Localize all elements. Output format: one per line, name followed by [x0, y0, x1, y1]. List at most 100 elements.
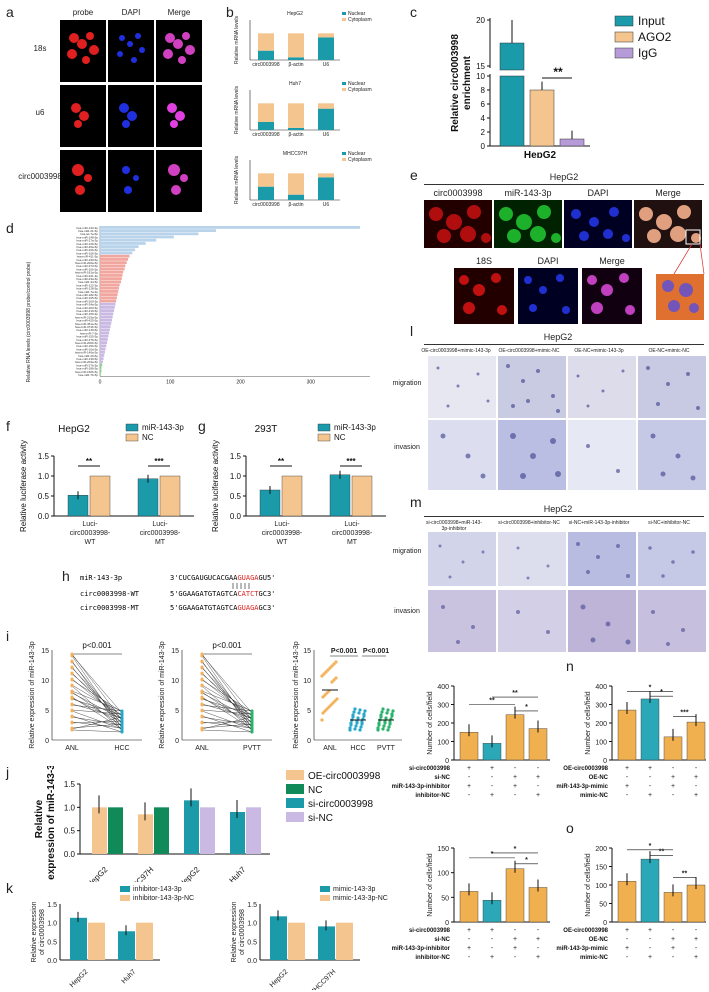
b-legend-swatch — [342, 12, 346, 15]
cnt-ytick-label: 50 — [599, 902, 607, 909]
lc-bar — [137, 478, 159, 517]
b-bar — [318, 33, 334, 38]
cnt-ytick-label: 200 — [595, 846, 607, 853]
d-bar — [100, 293, 118, 296]
seq-3c: GC3' — [259, 604, 276, 612]
d-label: hsa-miR-34-5p — [78, 280, 98, 284]
grid-mark: - — [468, 792, 471, 799]
j-legend-swatch — [286, 798, 304, 808]
grid-mark: - — [649, 783, 652, 790]
grid-mark: - — [514, 927, 517, 934]
cnt-ylabel: Number of cells/field — [427, 691, 434, 755]
i3-ytick: 5 — [307, 708, 311, 715]
grid-mark: + — [648, 765, 652, 772]
k-xtick: Huh7 — [121, 968, 138, 985]
c-ylabel: Relative circ0003998 — [450, 34, 461, 132]
grid-row-label: OE-circ0003998 — [563, 928, 608, 934]
col-label-probe: probe — [72, 8, 94, 17]
i3-xtick: HCC — [350, 745, 365, 752]
cnt-ytick-label: 400 — [595, 684, 607, 691]
l-row-migration: migration — [392, 380, 422, 387]
panel-label-j: j — [6, 764, 10, 780]
k-ytick: 1.5 — [247, 902, 257, 909]
grid-mark: + — [536, 954, 540, 961]
j-bar — [108, 807, 123, 854]
b-bar — [258, 33, 274, 51]
grid-row-label: si-NC — [434, 937, 450, 943]
i-pair-line — [201, 729, 253, 733]
grid-row-label: mimic-NC — [580, 955, 609, 961]
cnt-ytick-label: 0 — [445, 920, 449, 927]
b-xtick: circ0003998 — [252, 202, 279, 208]
d-label: hsa-miR-10a-5p — [76, 347, 98, 351]
d-label: hsa-miR-149-5p — [76, 328, 98, 332]
c-ytick-label: 6 — [481, 100, 486, 109]
c-ylabel-2: enrichment — [462, 55, 473, 110]
d-bar — [100, 270, 124, 274]
e-col-dapi2: DAPI — [537, 256, 559, 266]
panel-label-k: k — [6, 880, 13, 896]
i-pair-line — [201, 697, 253, 723]
cnt-bar — [640, 858, 660, 923]
c-ytick-label: 2 — [481, 128, 486, 137]
lc-sig: *** — [346, 457, 356, 466]
grid-mark: - — [672, 927, 675, 934]
b-legend-swatch — [342, 82, 346, 85]
i3-point — [387, 725, 391, 729]
seq-2b: CATCT — [237, 590, 259, 598]
i-point — [250, 709, 254, 713]
i3-point — [356, 716, 360, 720]
lc-ytick-label: 0.0 — [38, 512, 50, 521]
i-point — [120, 722, 124, 726]
i-pair-line — [201, 720, 253, 724]
d-bar — [100, 370, 102, 373]
d-bar — [100, 264, 126, 268]
i-pair-line — [71, 720, 123, 724]
d-bar — [100, 334, 109, 338]
i3-point — [348, 726, 352, 730]
i-point — [200, 695, 204, 699]
b-bar — [258, 122, 274, 130]
c-legend-swatch — [614, 31, 634, 43]
d-bar — [100, 280, 122, 284]
lc-ytick-label: 1.5 — [230, 452, 242, 461]
grid-mark: - — [695, 927, 698, 934]
d-bar — [100, 331, 110, 335]
m-col-1: si-circ0003998+miR-143-3p-inhibitor — [426, 520, 482, 532]
k-bar — [118, 931, 135, 960]
b-ylabel: Relative mRNA levels — [234, 85, 240, 134]
i-pair-line — [201, 660, 253, 732]
panel-label-c: c — [410, 4, 417, 20]
lc-sig: *** — [154, 457, 164, 466]
lc-xtick: MT — [347, 539, 358, 546]
i-pair-line — [71, 715, 123, 733]
i-xtick: ANL — [195, 745, 209, 752]
c-bar — [499, 42, 525, 71]
d-label: hsa-miR-10b-5p — [76, 267, 98, 271]
j-ytick-label: 1.5 — [64, 780, 76, 789]
i-pair-line — [201, 703, 253, 719]
d-bar — [100, 254, 130, 258]
i3-pvalue: P<0.001 — [363, 648, 389, 655]
c-legend-swatch — [614, 15, 634, 27]
cnt-ytick-label: 100 — [437, 871, 449, 878]
b-xtick: circ0003998 — [252, 132, 279, 138]
i-ytick: 0 — [45, 738, 49, 745]
grid-mark: + — [671, 783, 675, 790]
lc-ytick-label: 0.0 — [230, 512, 242, 521]
d-label: hsa-miR-182-5p — [76, 293, 98, 297]
b-xtick: β-actin — [288, 62, 303, 68]
b-legend-label: Cytoplasm — [348, 17, 372, 23]
e-col-circ: circ0003998 — [433, 188, 483, 198]
i-point — [250, 718, 254, 722]
d-label: hsa-miR-148-5p — [76, 235, 98, 239]
grid-mark: - — [695, 765, 698, 772]
j-ylabel: Relative — [34, 799, 45, 838]
b-xtick: U6 — [323, 62, 330, 68]
c-ytick-label: 10 — [476, 72, 485, 81]
grid-row-label: si-circ0003998 — [409, 928, 451, 934]
grid-mark: - — [537, 783, 540, 790]
i3-point — [322, 672, 326, 676]
